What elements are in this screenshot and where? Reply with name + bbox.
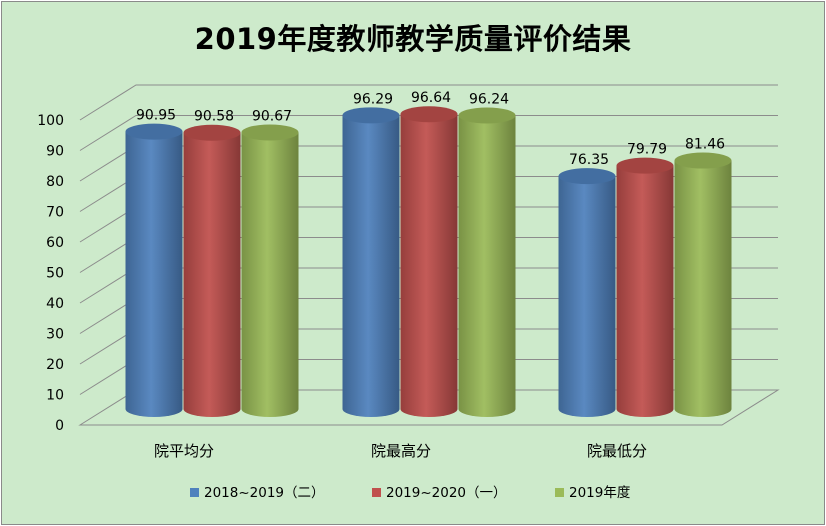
- bar-top: [558, 168, 616, 185]
- floor-plane: [78, 389, 780, 426]
- bar-body: [616, 165, 674, 417]
- y-tick-label: 40: [46, 296, 64, 312]
- bar-body: [400, 114, 458, 418]
- data-label: 90.67: [252, 108, 292, 124]
- y-tick-label: 80: [46, 174, 64, 190]
- bar-top: [183, 124, 241, 141]
- legend-label: 2019年度: [569, 485, 630, 501]
- bar-body: [125, 131, 183, 418]
- data-label: 90.58: [194, 109, 234, 125]
- y-tick-label: 0: [55, 418, 64, 434]
- bars: [125, 106, 732, 418]
- bar-top: [125, 123, 183, 140]
- chart-title: 2019年度教师教学质量评价结果: [194, 22, 632, 56]
- bar-body: [458, 115, 516, 417]
- bar-top: [241, 124, 299, 141]
- data-label: 96.24: [469, 91, 509, 107]
- y-tick-label: 30: [46, 327, 64, 343]
- legend: 2018~2019（二） 2019~2020（一） 2019年度: [190, 485, 630, 501]
- bar-body: [241, 132, 299, 418]
- y-tick-label: 10: [46, 388, 64, 404]
- bar: [400, 106, 458, 418]
- bar: [616, 157, 674, 417]
- bar: [342, 107, 400, 418]
- bar-body: [558, 176, 616, 417]
- bar-body: [674, 160, 732, 417]
- bar-body: [183, 132, 241, 417]
- chart-floor: [78, 389, 780, 426]
- bar-top: [458, 107, 516, 124]
- gridline: [79, 84, 778, 121]
- x-category-label: 院最高分: [371, 442, 431, 460]
- bar-top: [342, 107, 400, 124]
- bar-body: [342, 115, 400, 418]
- bar: [183, 124, 241, 417]
- y-tick-label: 70: [46, 205, 64, 221]
- y-tick-label: 20: [46, 357, 64, 373]
- legend-swatch: [555, 488, 564, 497]
- bar: [458, 107, 516, 417]
- legend-label: 2018~2019（二）: [204, 485, 325, 501]
- bar-top: [674, 152, 732, 169]
- legend-label: 2019~2020（一）: [386, 485, 507, 501]
- legend-swatch: [372, 488, 381, 497]
- data-label: 76.35: [569, 152, 609, 168]
- data-label: 96.64: [411, 90, 451, 106]
- y-axis-ticks: 0 10 20 30 40 50 60 70 80 90 100: [37, 113, 64, 434]
- bar-top: [616, 157, 674, 174]
- data-labels: 90.95 96.29 76.35 90.58 96.64 79.79 90.67 96.24…: [136, 90, 725, 168]
- bar-top: [400, 106, 458, 123]
- y-tick-label: 60: [46, 235, 64, 251]
- bar: [674, 152, 732, 417]
- bar: [558, 168, 616, 417]
- x-category-label: 院平均分: [154, 442, 214, 460]
- gridline: [79, 115, 778, 151]
- bar: [241, 124, 299, 418]
- data-label: 81.46: [685, 137, 725, 153]
- bar: [125, 123, 183, 418]
- data-label: 90.95: [136, 108, 176, 124]
- x-category-label: 院最低分: [587, 442, 647, 460]
- y-tick-label: 50: [46, 266, 64, 282]
- data-label: 96.29: [353, 91, 393, 107]
- y-tick-label: 90: [46, 144, 64, 160]
- legend-swatch: [190, 488, 199, 497]
- y-tick-label: 100: [37, 113, 64, 129]
- data-label: 79.79: [627, 142, 667, 158]
- x-axis-categories: 院平均分 院最高分 院最低分: [154, 442, 647, 460]
